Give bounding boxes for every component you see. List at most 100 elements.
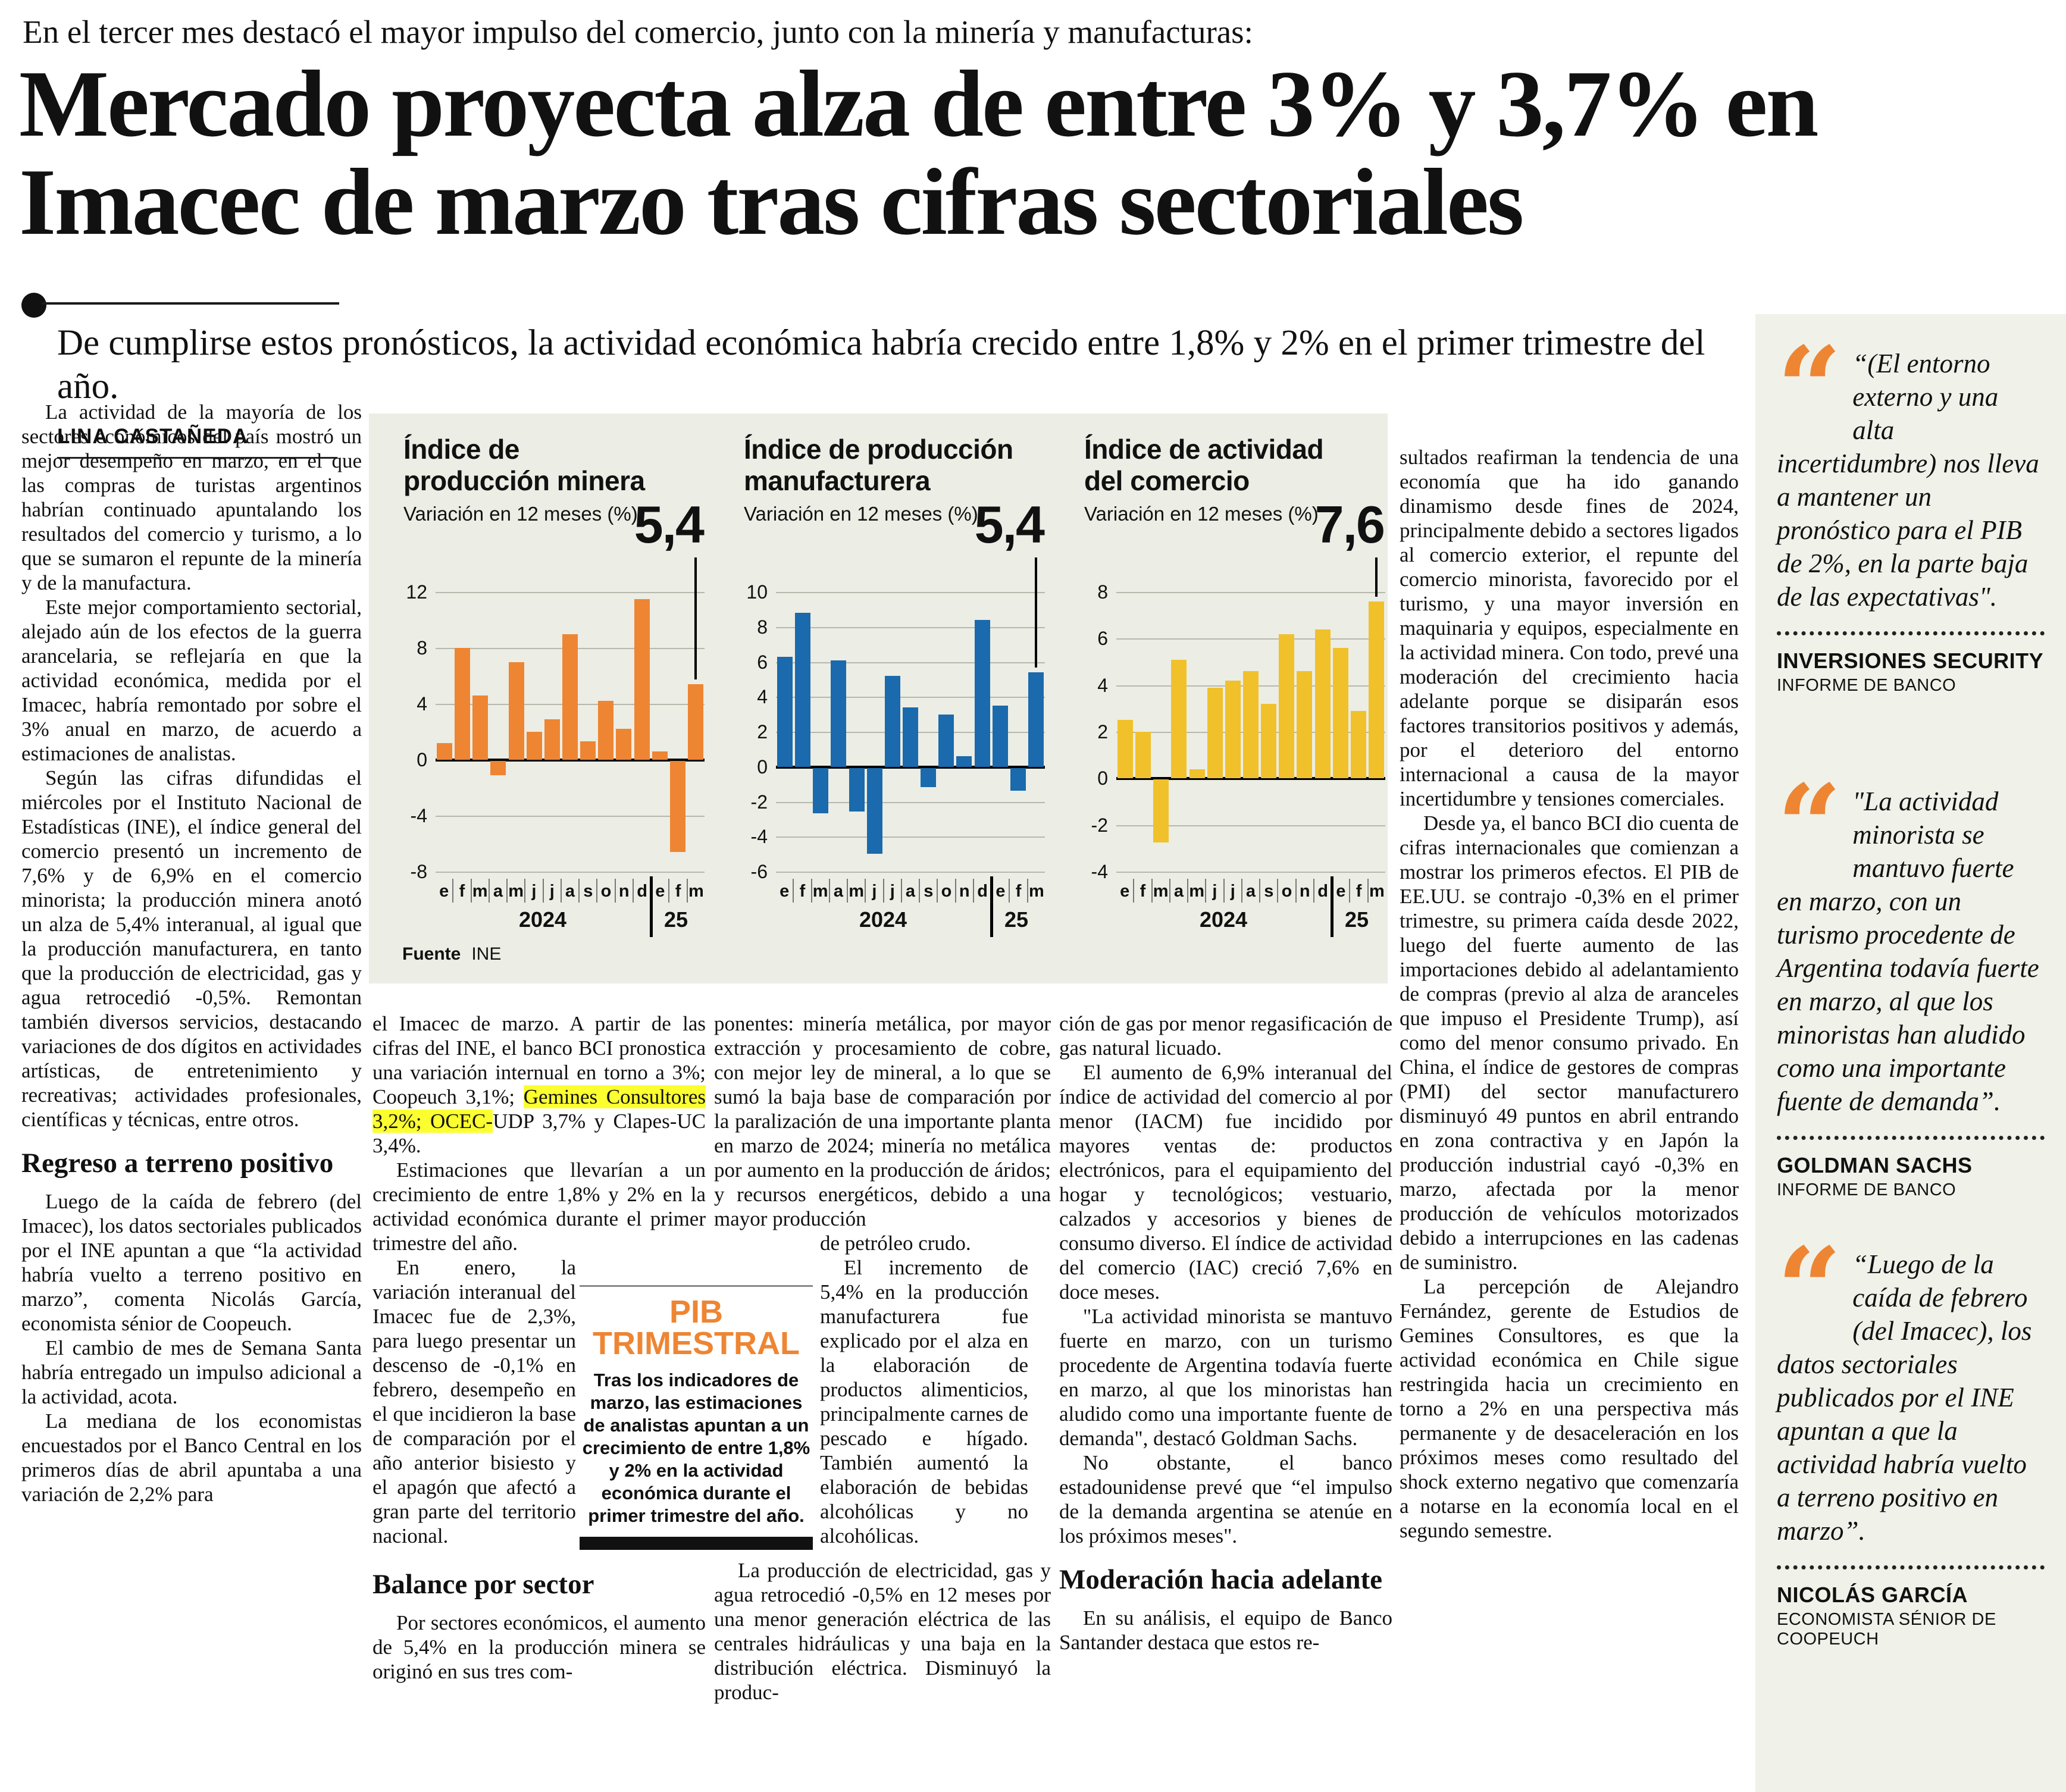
byline: LINA CASTAÑEDA <box>57 425 338 459</box>
quote-text: “Luego de la caída de febrero (del Imace… <box>1777 1249 2032 1546</box>
bar <box>687 684 703 760</box>
bar <box>508 662 524 760</box>
bar <box>544 719 560 760</box>
highlighted-text: Gemines Consultores 3,2%; OCEC- <box>372 1085 706 1133</box>
quote-panel: ““(El entorno externo y una alta incerti… <box>1755 314 2066 1792</box>
quote-attribution-role: ECONOMISTA SÉNIOR DE COOPEUCH <box>1777 1610 1996 1649</box>
bar <box>598 701 614 760</box>
annotation-line <box>694 557 697 680</box>
month-label: s <box>920 879 938 903</box>
tick-label: 10 <box>746 581 768 603</box>
chart-plot: 8 6 4 2 0 -2 -4 <box>1091 557 1385 881</box>
article-column-5: sultados reafirman la tendencia de una e… <box>1400 445 1739 1543</box>
gridline <box>776 592 1045 593</box>
month-label: j <box>544 879 562 903</box>
bar <box>1135 732 1151 779</box>
year-axis: 2024 25 <box>1116 907 1385 932</box>
tick-label: 0 <box>417 749 427 770</box>
annotation-line <box>1034 557 1037 668</box>
month-label: m <box>472 879 490 903</box>
kicker: En el tercer mes destacó el mayor impuls… <box>23 14 1253 50</box>
month-label: m <box>812 879 830 903</box>
gridline <box>776 872 1045 873</box>
pull-quote: “"La actividad minorista se mantuvo fuer… <box>1777 696 2045 1200</box>
month-label: a <box>902 879 921 903</box>
bar <box>1225 680 1241 779</box>
inset-box-text: Tras los indicadores de marzo, las estim… <box>582 1369 810 1526</box>
bar <box>1368 601 1384 779</box>
gridline <box>436 592 705 593</box>
month-label: n <box>956 879 974 903</box>
bar <box>562 634 578 760</box>
month-label: a <box>1170 879 1189 903</box>
article-paragraph: de petróleo crudo. <box>820 1232 971 1255</box>
zero-line <box>1116 777 1385 781</box>
bar <box>1189 769 1205 779</box>
bar <box>831 660 847 767</box>
article-paragraph: ción de gas por menor regasificación de … <box>1059 1012 1392 1060</box>
annotation-line <box>1375 557 1378 597</box>
bar <box>1332 648 1348 779</box>
article-paragraph: Desde ya, el banco BCI dio cuenta de cif… <box>1400 812 1739 1274</box>
year-label: 25 <box>1344 907 1369 932</box>
chart-last-value: 5,4 <box>974 495 1045 554</box>
article-paragraph: El cambio de mes de Semana Santa habría … <box>21 1336 362 1408</box>
article-column-1: La actividad de la mayoría de los sector… <box>21 400 362 1506</box>
tick-label: -4 <box>1091 861 1108 882</box>
tick-label: -6 <box>750 861 768 882</box>
year-label: 2024 <box>518 907 567 932</box>
charts-panel: Fuente INE Índice de producción minera Var… <box>369 413 1388 983</box>
pull-quote: ““Luego de la caída de febrero (del Imac… <box>1777 1200 2045 1649</box>
month-label: e <box>1116 879 1135 903</box>
article-paragraph: Estimaciones que llevarían a un crecimie… <box>372 1158 706 1255</box>
chart-plot: 12 8 4 0 -4 -8 <box>406 557 705 881</box>
chart-produccion-minera: Índice de producción minera Variación en … <box>386 413 719 955</box>
inset-box-bar <box>580 1536 813 1550</box>
month-label: m <box>688 882 704 901</box>
chart-subtitle: Variación en 12 meses (%) <box>744 503 978 525</box>
month-label: e <box>436 879 454 903</box>
section-subhead: Balance por sector <box>372 1569 594 1600</box>
month-label: m <box>1369 882 1385 901</box>
bar <box>1207 687 1223 779</box>
month-label: f <box>453 879 472 903</box>
section-subhead: Moderación hacia adelante <box>1059 1564 1383 1595</box>
source-value: INE <box>471 944 502 964</box>
source-line: Fuente INE <box>402 944 501 964</box>
inset-box-title-line1: PIB <box>669 1294 724 1330</box>
quote-text: "La actividad minorista se mantuvo fuert… <box>1777 787 2039 1116</box>
bar <box>1314 629 1331 779</box>
bar <box>526 732 542 760</box>
bar <box>1117 720 1134 779</box>
quote-divider <box>1777 1565 2045 1569</box>
bar <box>813 767 829 814</box>
inset-box-title: PIB TRIMESTRAL <box>580 1296 813 1359</box>
gridline <box>1116 825 1385 826</box>
gridline <box>776 662 1045 663</box>
article-paragraph: En enero, la variación interanual del Im… <box>372 1256 576 1547</box>
month-label: o <box>938 879 956 903</box>
article-paragraph: ponentes: minería metálica, por mayor ex… <box>714 1012 1051 1230</box>
article-paragraph: La percepción de Alejandro Fernández, ge… <box>1400 1275 1739 1542</box>
gridline <box>1116 872 1385 873</box>
month-label: e <box>776 879 794 903</box>
bar <box>866 767 882 854</box>
quote-divider <box>1777 631 2045 635</box>
year-divider <box>990 876 993 937</box>
year-axis: 2024 25 <box>776 907 1045 932</box>
tick-label: 8 <box>757 616 768 638</box>
article-paragraph: Según las cifras difundidas el miércoles… <box>21 766 362 1131</box>
article-paragraph: Por sectores económicos, el aumento de 5… <box>372 1611 706 1683</box>
bar <box>992 705 1008 767</box>
column-narrow-section: de petróleo crudo. El incremento de 5,4% … <box>820 1231 1028 1558</box>
bar <box>956 756 972 767</box>
bar <box>1261 704 1277 779</box>
year-label: 2024 <box>1199 907 1248 932</box>
month-label: n <box>1297 879 1314 903</box>
tick-label: 4 <box>417 693 427 715</box>
month-label: j <box>1206 879 1225 903</box>
month-label: f <box>1010 879 1028 903</box>
divider-dot <box>21 293 46 318</box>
gridline <box>776 801 1045 803</box>
